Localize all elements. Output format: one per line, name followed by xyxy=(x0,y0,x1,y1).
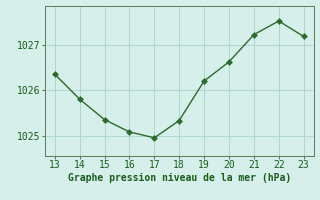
X-axis label: Graphe pression niveau de la mer (hPa): Graphe pression niveau de la mer (hPa) xyxy=(68,173,291,183)
